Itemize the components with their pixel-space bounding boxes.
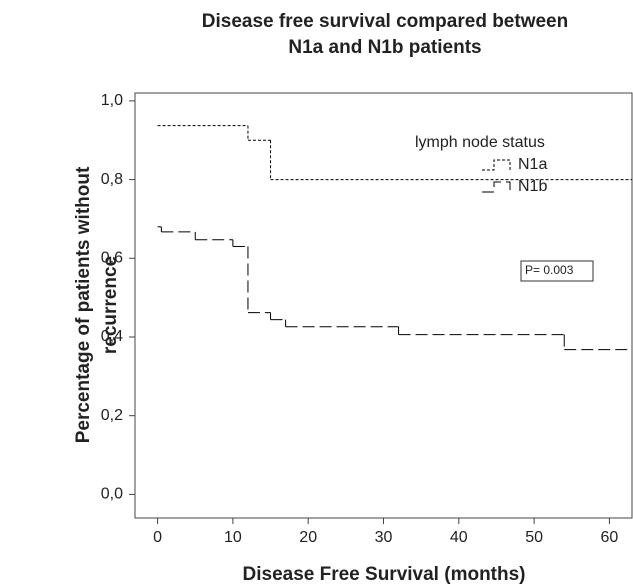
x-tick-label: 50 [525,529,543,546]
legend-label: N1b [518,178,547,195]
x-tick-label: 0 [153,529,162,546]
y-axis-title: Percentage of patients without [73,166,94,443]
y-tick-label: 0,0 [101,486,123,503]
y-axis-title: recurrence [100,256,121,354]
x-axis-title: Disease Free Survival (months) [243,564,526,585]
plot-frame [134,92,633,519]
x-tick-label: 20 [299,529,317,546]
y-tick-label: 0,4 [101,328,123,345]
x-tick-label: 30 [375,529,393,546]
annotation: P= 0.003 [525,263,574,277]
chart-title: N1a and N1b patients [288,37,481,58]
legend-label: N1a [518,156,547,173]
y-tick-label: 1,0 [101,92,123,109]
x-tick-label: 40 [450,529,468,546]
x-tick-label: 10 [224,529,242,546]
annotation-box [520,260,594,282]
y-tick-label: 0,2 [101,407,123,424]
chart-title: Disease free survival compared between [202,11,568,32]
legend-title: lymph node status [415,134,545,151]
x-tick-label: 60 [601,529,619,546]
y-tick-label: 0,6 [101,249,123,266]
legend-swatch [482,159,511,171]
legend-swatch [482,181,511,193]
y-tick-label: 0,8 [101,171,123,188]
